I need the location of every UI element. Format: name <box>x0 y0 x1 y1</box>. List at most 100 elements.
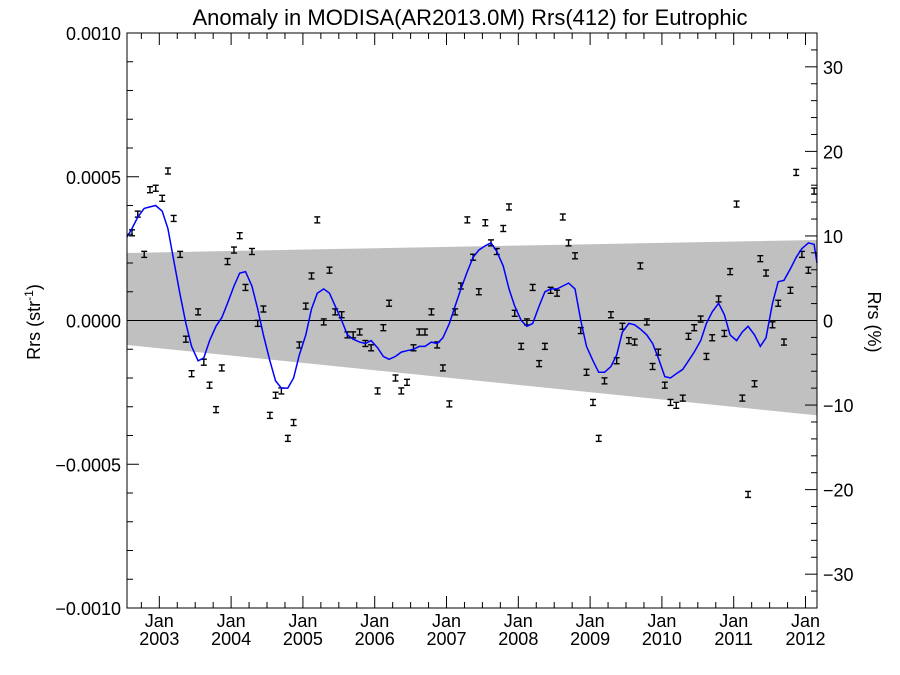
y-tick-label: 0.0010 <box>66 24 121 44</box>
data-point <box>607 311 614 319</box>
chart-title: Anomaly in MODISA(AR2013.0M) Rrs(412) fo… <box>192 5 747 30</box>
x-tick-month: Jan <box>217 611 246 631</box>
x-tick-year: 2008 <box>498 629 538 649</box>
y-axis-label-left-text: Rrs (str <box>24 301 44 360</box>
y-axis-label-left-close: ) <box>24 284 44 290</box>
right-tick-label: −10 <box>823 396 854 416</box>
data-point <box>536 359 543 368</box>
data-point <box>152 184 159 192</box>
data-point <box>769 321 776 329</box>
data-point <box>565 239 572 247</box>
data-point <box>739 394 746 402</box>
data-point <box>248 247 255 256</box>
right-tick-label: 10 <box>823 227 843 247</box>
data-point <box>780 338 787 346</box>
data-point <box>182 335 189 343</box>
data-point <box>380 323 387 332</box>
y-axis-label-left: Rrs (str-1) <box>22 284 44 360</box>
data-point <box>727 267 734 276</box>
data-point <box>559 213 566 221</box>
right-tick-label: −30 <box>823 565 854 585</box>
smoothed-line-path <box>126 204 818 389</box>
data-point <box>356 328 363 336</box>
x-tick-month: Jan <box>504 611 533 631</box>
data-point <box>308 272 315 280</box>
data-point <box>200 358 207 366</box>
x-tick-month: Jan <box>145 611 174 631</box>
x-tick-month: Jan <box>719 611 748 631</box>
data-point <box>631 338 638 346</box>
data-point <box>595 434 602 443</box>
data-point <box>224 257 231 266</box>
data-point <box>697 315 704 323</box>
x-axis: Jan2003Jan2004Jan2005Jan2006Jan2007Jan20… <box>139 33 826 649</box>
data-point <box>146 185 153 194</box>
right-tick-label: −20 <box>823 481 854 501</box>
x-tick-year: 2006 <box>355 629 395 649</box>
data-point <box>757 254 764 263</box>
data-point <box>195 308 202 316</box>
x-tick-year: 2007 <box>426 629 466 649</box>
data-point <box>541 342 548 351</box>
data-point <box>601 377 608 385</box>
data-point <box>703 352 710 361</box>
data-point <box>649 362 656 371</box>
data-point <box>475 288 482 296</box>
x-tick-year: 2005 <box>283 629 323 649</box>
uncertainty-band <box>127 240 817 416</box>
data-point <box>667 398 674 407</box>
data-point <box>529 283 536 292</box>
data-point <box>284 434 291 443</box>
data-point <box>404 378 411 387</box>
data-point <box>320 318 327 326</box>
data-point <box>398 387 405 395</box>
data-point <box>242 283 249 292</box>
data-point <box>679 394 686 402</box>
y-tick-label: 0.0000 <box>66 312 121 332</box>
data-point <box>505 203 512 211</box>
x-tick-month: Jan <box>432 611 461 631</box>
data-point <box>302 302 309 310</box>
uncertainty-band-area <box>127 240 817 416</box>
data-point <box>439 364 446 372</box>
data-point <box>745 490 752 499</box>
data-point <box>464 216 471 224</box>
data-point <box>188 369 195 378</box>
data-point <box>500 224 507 233</box>
data-point <box>751 380 758 388</box>
data-point <box>368 344 375 352</box>
data-point <box>170 214 177 223</box>
data-point <box>583 368 590 376</box>
data-point <box>446 400 453 408</box>
x-tick-year: 2003 <box>139 629 179 649</box>
x-tick-year: 2010 <box>642 629 682 649</box>
x-tick-month: Jan <box>647 611 676 631</box>
data-point <box>326 266 333 274</box>
left-y-axis: 0.0010 0.0005 0.0000 −0.0005 −0.0010 <box>55 24 139 619</box>
data-point <box>805 266 812 274</box>
x-tick-year: 2009 <box>570 629 610 649</box>
data-point <box>159 194 166 203</box>
data-point <box>164 167 171 175</box>
x-tick-month: Jan <box>360 611 389 631</box>
data-point <box>518 342 525 351</box>
data-point <box>218 364 225 372</box>
data-point <box>421 328 428 336</box>
right-tick-label: 0 <box>823 312 833 332</box>
data-point <box>655 348 662 356</box>
x-tick-month: Jan <box>288 611 317 631</box>
right-tick-label: 20 <box>823 142 843 162</box>
data-point <box>374 387 381 395</box>
y-axis-label-left-superscript: -1 <box>22 290 36 301</box>
y-tick-label: −0.0005 <box>55 455 121 475</box>
data-point <box>230 246 237 254</box>
data-point <box>811 187 818 195</box>
data-point <box>685 332 692 341</box>
data-point <box>392 374 399 382</box>
data-point <box>386 299 393 307</box>
smoothed-line <box>126 204 818 389</box>
right-tick-label: 30 <box>823 58 843 78</box>
data-point <box>266 411 273 420</box>
data-point <box>775 299 782 307</box>
